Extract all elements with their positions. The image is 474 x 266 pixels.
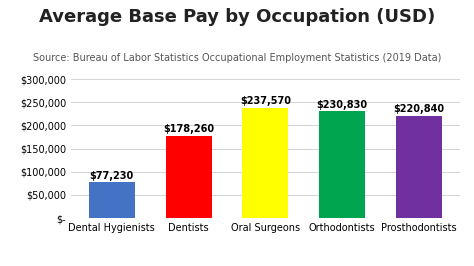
Text: Average Base Pay by Occupation (USD): Average Base Pay by Occupation (USD) (39, 8, 435, 26)
Text: $237,570: $237,570 (240, 96, 291, 106)
Bar (396, 116, 442, 218)
Bar (89, 182, 135, 218)
Text: $77,230: $77,230 (90, 171, 134, 181)
Bar (242, 108, 289, 218)
Text: $230,830: $230,830 (317, 99, 368, 110)
Text: $178,260: $178,260 (163, 124, 214, 134)
Bar (319, 111, 365, 218)
Bar (165, 135, 212, 218)
Text: $220,840: $220,840 (393, 104, 445, 114)
Text: Source: Bureau of Labor Statistics Occupational Employment Statistics (2019 Data: Source: Bureau of Labor Statistics Occup… (33, 53, 441, 63)
